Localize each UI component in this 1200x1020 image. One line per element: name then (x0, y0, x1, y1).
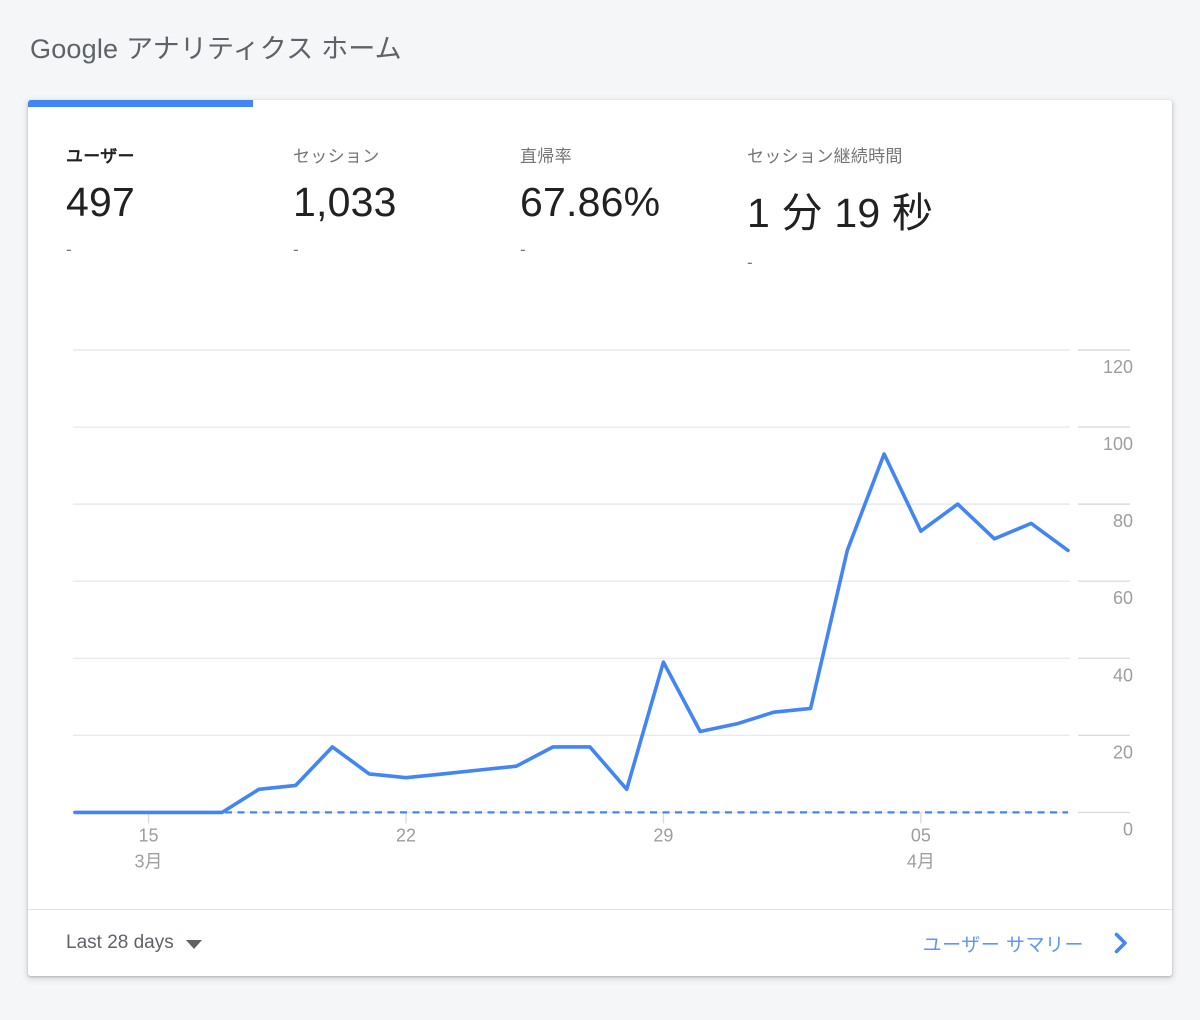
y-axis-label: 0 (1123, 819, 1133, 839)
metric-tab-users[interactable]: ユーザー 497 - (28, 142, 255, 273)
metric-value: 1 分 19 秒 (747, 190, 934, 236)
chevron-right-icon (1114, 932, 1127, 954)
metric-label: ユーザー (66, 147, 135, 166)
summary-link-label: ユーザー サマリー (922, 934, 1084, 956)
page-title: Google アナリティクス ホーム (30, 34, 402, 64)
x-axis-label: 29 (653, 825, 673, 845)
y-axis-label: 80 (1113, 511, 1133, 531)
y-axis-label: 60 (1113, 588, 1133, 608)
x-axis-sublabel: 3月 (135, 851, 163, 871)
y-axis-label: 20 (1113, 742, 1133, 762)
metric-label: 直帰率 (520, 147, 572, 166)
chart-line (73, 452, 1070, 815)
metric-label: セッション (293, 147, 380, 166)
caret-down-icon (185, 939, 202, 949)
x-axis-label: 15 (139, 825, 159, 845)
users-line-chart: 120 100 80 60 40 20 0 15 3月 22 29 05 4月 (28, 300, 1172, 900)
date-range-dropdown[interactable]: Last 28 days (66, 932, 202, 954)
card-footer: Last 28 days ユーザー サマリー (28, 909, 1172, 976)
date-range-label: Last 28 days (66, 932, 174, 953)
metric-value: 1,033 (293, 179, 397, 225)
y-axis-label: 100 (1103, 434, 1133, 454)
y-axis-label: 40 (1113, 665, 1133, 685)
metric-delta: - (66, 240, 72, 259)
metric-delta: - (747, 253, 753, 272)
x-axis-sublabel: 4月 (907, 851, 935, 871)
metric-tabs: ユーザー 497 - セッション 1,033 - 直帰率 67.86% - セッ… (28, 100, 1172, 273)
active-tab-indicator (28, 100, 253, 107)
metric-delta: - (520, 240, 526, 259)
users-summary-link[interactable]: ユーザー サマリー (923, 930, 1128, 957)
metric-tab-session-duration[interactable]: セッション継続時間 1 分 19 秒 - (709, 142, 933, 273)
metric-value: 67.86% (520, 179, 661, 225)
analytics-home-card: ユーザー 497 - セッション 1,033 - 直帰率 67.86% - セッ… (28, 100, 1172, 976)
x-axis-label: 05 (911, 825, 931, 845)
metric-value: 497 (66, 179, 136, 225)
metric-delta: - (293, 240, 299, 259)
metric-tab-sessions[interactable]: セッション 1,033 - (255, 142, 482, 273)
y-axis-label: 120 (1103, 357, 1133, 377)
chart-canvas: 120 100 80 60 40 20 0 15 3月 22 29 05 4月 (73, 349, 1133, 871)
x-axis-label: 22 (396, 825, 416, 845)
metric-tab-bounce-rate[interactable]: 直帰率 67.86% - (482, 142, 709, 273)
metric-label: セッション継続時間 (747, 147, 903, 166)
